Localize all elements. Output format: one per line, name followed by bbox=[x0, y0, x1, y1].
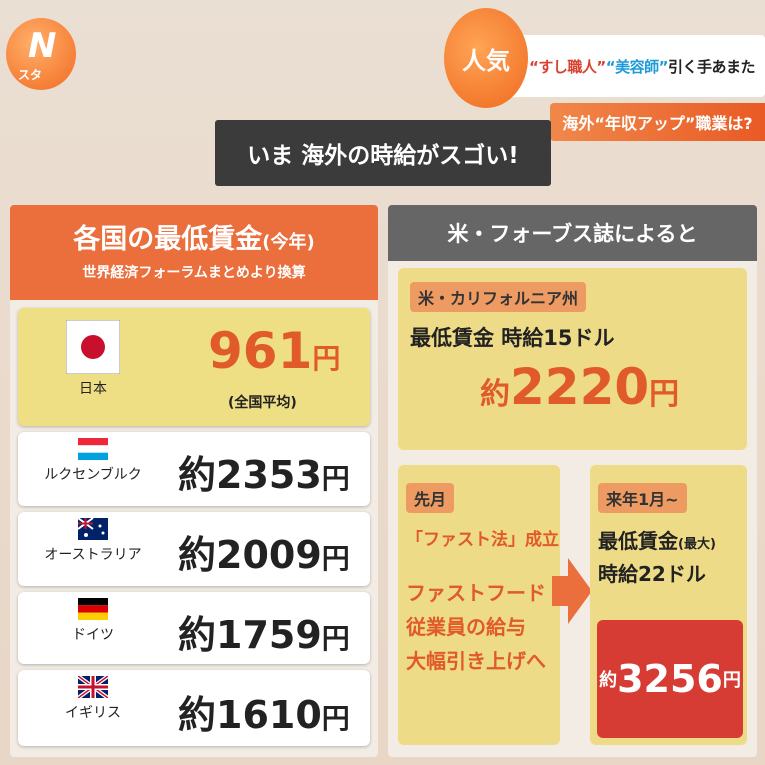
approx-prefix: 約 bbox=[480, 377, 510, 412]
forbes-header: 米・フォーブス誌によると bbox=[388, 205, 757, 261]
panel-title: 各国の最低賃金 bbox=[73, 224, 263, 255]
headline-subtitle: 海外“年収アップ”職業は? bbox=[550, 103, 765, 141]
country-row-australia: オーストラリア 約2009円 bbox=[18, 512, 370, 586]
california-wage-line: 最低賃金 時給15ドル bbox=[410, 326, 615, 350]
last-month-tag: 先月 bbox=[406, 483, 455, 513]
wage-unit: 円 bbox=[312, 342, 341, 375]
headline-part3: 引く手あまた bbox=[667, 57, 756, 76]
country-name: ドイツ bbox=[72, 627, 114, 643]
luxembourg-flag-icon bbox=[78, 438, 108, 460]
yen-unit: 円 bbox=[722, 670, 741, 691]
wage-unit: 円 bbox=[321, 622, 350, 655]
wage-unit: 円 bbox=[321, 702, 350, 735]
germany-flag-icon bbox=[78, 598, 108, 620]
logo-letter: N bbox=[28, 26, 57, 66]
headline-badge: 人気 bbox=[444, 8, 528, 108]
country-name: ルクセンブルク bbox=[44, 467, 142, 483]
country-row-uk: イギリス 約1610円 bbox=[18, 670, 370, 746]
hourly-22-dollars: 時給22ドル bbox=[598, 562, 706, 586]
panel-header: 各国の最低賃金(今年) 世界経済フォーラムまとめより換算 bbox=[10, 205, 378, 300]
panel-subtitle: 世界経済フォーラムまとめより換算 bbox=[82, 265, 306, 281]
wage-unit: 円 bbox=[321, 542, 350, 575]
yen-unit: 円 bbox=[649, 377, 680, 412]
headline-bar: “すし職人” “美容師” 引く手あまた bbox=[505, 35, 765, 97]
wage-amount: 約2009 bbox=[178, 533, 322, 577]
desc-line: ファストフード bbox=[406, 581, 546, 605]
page-title: いま 海外の時給がスゴい! bbox=[215, 120, 551, 186]
panel-title-paren: (今年) bbox=[262, 232, 315, 253]
wage-3256-box: 約 3256 円 bbox=[597, 620, 743, 738]
australia-flag-icon bbox=[78, 518, 108, 540]
wage-amount: 961 bbox=[208, 322, 313, 380]
desc-line: 従業員の給与 bbox=[406, 615, 526, 639]
wage-unit: 円 bbox=[321, 462, 350, 495]
headline-part2: “美容師” bbox=[605, 57, 669, 76]
country-row-japan: 日本 961円 (全国平均) bbox=[18, 308, 370, 426]
country-name: 日本 bbox=[79, 381, 107, 397]
country-row-luxembourg: ルクセンブルク 約2353円 bbox=[18, 432, 370, 506]
california-box: 米・カリフォルニア州 最低賃金 時給15ドル 約2220円 bbox=[398, 268, 747, 450]
fast-law: 「ファスト法」成立 bbox=[406, 530, 559, 550]
california-tag: 米・カリフォルニア州 bbox=[410, 282, 587, 312]
uk-flag-icon bbox=[78, 676, 108, 698]
wage-note: (全国平均) bbox=[228, 395, 297, 411]
min-wage-label: 最低賃金 bbox=[598, 529, 678, 553]
wage-amount: 約2353 bbox=[178, 453, 322, 497]
logo-sub: スタ bbox=[18, 68, 43, 82]
headline-part1: “すし職人” bbox=[529, 57, 606, 76]
wage-amount: 約1759 bbox=[178, 613, 322, 657]
country-name: イギリス bbox=[65, 705, 121, 721]
channel-logo: N スタ bbox=[6, 18, 76, 90]
max-label: (最大) bbox=[678, 537, 716, 552]
california-amount: 2220 bbox=[510, 358, 650, 416]
country-row-germany: ドイツ 約1759円 bbox=[18, 592, 370, 664]
arrow-right-icon bbox=[552, 558, 592, 624]
desc-line: 大幅引き上げへ bbox=[406, 649, 546, 673]
approx-prefix: 約 bbox=[599, 670, 618, 691]
japan-flag-icon bbox=[66, 320, 120, 374]
next-year-tag: 来年1月~ bbox=[598, 483, 687, 513]
wage-amount: 約1610 bbox=[178, 693, 322, 737]
country-name: オーストラリア bbox=[44, 547, 142, 563]
next-year-amount: 3256 bbox=[617, 657, 723, 701]
last-month-box: 先月 「ファスト法」成立 ファストフード 従業員の給与 大幅引き上げへ bbox=[398, 465, 560, 745]
